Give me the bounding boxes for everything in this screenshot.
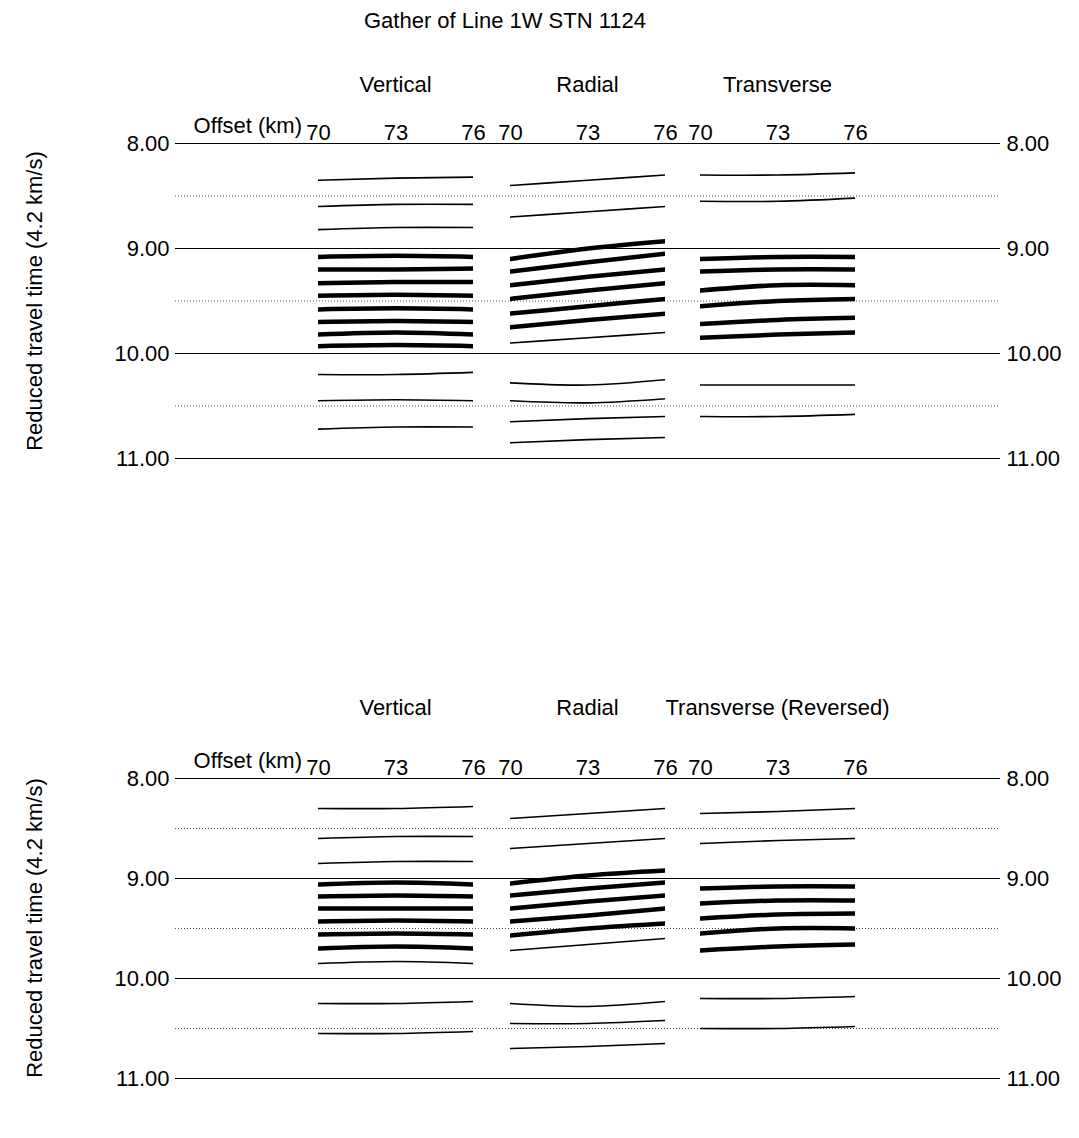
svg-text:70: 70 bbox=[306, 755, 330, 780]
svg-text:8.00: 8.00 bbox=[1007, 766, 1050, 791]
svg-text:76: 76 bbox=[653, 755, 677, 780]
svg-text:10.00: 10.00 bbox=[1007, 341, 1062, 366]
svg-text:9.00: 9.00 bbox=[127, 866, 170, 891]
svg-text:9.00: 9.00 bbox=[127, 236, 170, 261]
svg-text:70: 70 bbox=[498, 120, 522, 145]
svg-text:11.00: 11.00 bbox=[1007, 446, 1060, 471]
svg-text:73: 73 bbox=[576, 120, 600, 145]
svg-text:10.00: 10.00 bbox=[1007, 966, 1062, 991]
svg-text:73: 73 bbox=[384, 755, 408, 780]
svg-text:76: 76 bbox=[843, 755, 867, 780]
html-text:Reduced travel time (4.2 km/s): Reduced travel time (4.2 km/s) bbox=[22, 150, 47, 451]
svg-text:8.00: 8.00 bbox=[127, 766, 170, 791]
svg-text:10.00: 10.00 bbox=[114, 341, 169, 366]
svg-text:73: 73 bbox=[766, 755, 790, 780]
svg-text:70: 70 bbox=[688, 755, 712, 780]
html-text:Vertical: Vertical bbox=[359, 72, 432, 97]
html-text:Radial: Radial bbox=[556, 695, 619, 720]
html-text:Radial: Radial bbox=[556, 72, 619, 97]
svg-text:70: 70 bbox=[498, 755, 522, 780]
html-text:Offset (km): Offset (km) bbox=[193, 748, 302, 773]
html-text:Gather of Line 1W STN 1124: Gather of Line 1W STN 1124 bbox=[364, 8, 646, 33]
svg-text:73: 73 bbox=[384, 120, 408, 145]
svg-text:73: 73 bbox=[766, 120, 790, 145]
svg-text:8.00: 8.00 bbox=[127, 131, 170, 156]
html-text:Offset (km): Offset (km) bbox=[193, 113, 302, 138]
html-text:Transverse: Transverse bbox=[722, 72, 833, 97]
svg-text:8.00: 8.00 bbox=[1007, 131, 1050, 156]
svg-text:70: 70 bbox=[688, 120, 712, 145]
svg-text:76: 76 bbox=[461, 120, 485, 145]
svg-text:73: 73 bbox=[576, 755, 600, 780]
html-text:Reduced travel time (4.2 km/s): Reduced travel time (4.2 km/s) bbox=[22, 778, 47, 1078]
svg-text:9.00: 9.00 bbox=[1007, 866, 1050, 891]
svg-text:76: 76 bbox=[461, 755, 485, 780]
html-text:Transverse (Reversed): Transverse (Reversed) bbox=[665, 695, 890, 720]
svg-text:11.00: 11.00 bbox=[116, 1066, 169, 1091]
svg-text:76: 76 bbox=[843, 120, 867, 145]
svg-text:76: 76 bbox=[653, 120, 677, 145]
svg-text:9.00: 9.00 bbox=[1007, 236, 1050, 261]
html-text:Vertical: Vertical bbox=[359, 695, 432, 720]
svg-text:10.00: 10.00 bbox=[114, 966, 169, 991]
svg-text:11.00: 11.00 bbox=[116, 446, 169, 471]
svg-text:11.00: 11.00 bbox=[1007, 1066, 1060, 1091]
svg-text:70: 70 bbox=[306, 120, 330, 145]
